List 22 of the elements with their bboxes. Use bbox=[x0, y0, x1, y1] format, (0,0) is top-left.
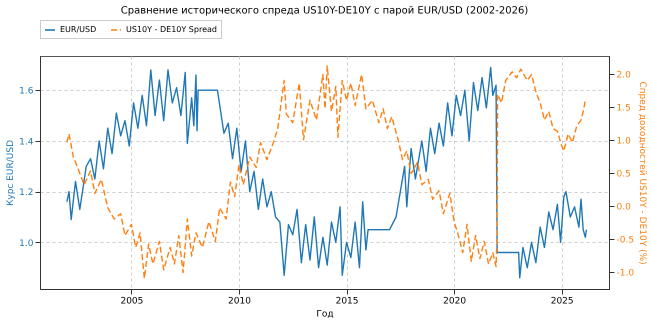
y2-tick-label: 0.0 bbox=[616, 202, 632, 212]
y2-tick-label: -1.0 bbox=[616, 268, 634, 278]
y-tick-label: 1.6 bbox=[19, 86, 34, 97]
y2-tick-label: 1.5 bbox=[616, 103, 631, 114]
legend-label: EUR/USD bbox=[60, 25, 96, 34]
x-tick-label: 2005 bbox=[120, 296, 144, 306]
y2-tick-label: 1.0 bbox=[616, 136, 632, 146]
y2-tick-label: 2.0 bbox=[616, 70, 632, 80]
y-axis-title: Курс EUR/USD bbox=[6, 140, 16, 206]
legend-label: US10Y - DE10Y Spread bbox=[126, 25, 217, 34]
x-tick-label: 2015 bbox=[336, 296, 359, 306]
x-tick-label: 2025 bbox=[550, 296, 574, 306]
y-tick-label: 1.0 bbox=[19, 238, 34, 249]
y2-tick-label: 0.5 bbox=[616, 169, 631, 180]
x-tick-label: 2010 bbox=[228, 296, 252, 306]
x-axis-title: Год bbox=[316, 310, 334, 320]
y2-tick-label: -0.5 bbox=[616, 235, 634, 246]
x-tick-label: 2020 bbox=[443, 296, 466, 306]
chart-title: Сравнение исторического спреда US10Y-DE10Y с парой EUR/USD (2002-2026) bbox=[120, 6, 528, 16]
y2-axis-title: Спред доходностей US10Y - DE10Y (%) bbox=[637, 81, 648, 265]
y-tick-label: 1.2 bbox=[19, 188, 34, 198]
y-tick-label: 1.4 bbox=[19, 137, 34, 148]
